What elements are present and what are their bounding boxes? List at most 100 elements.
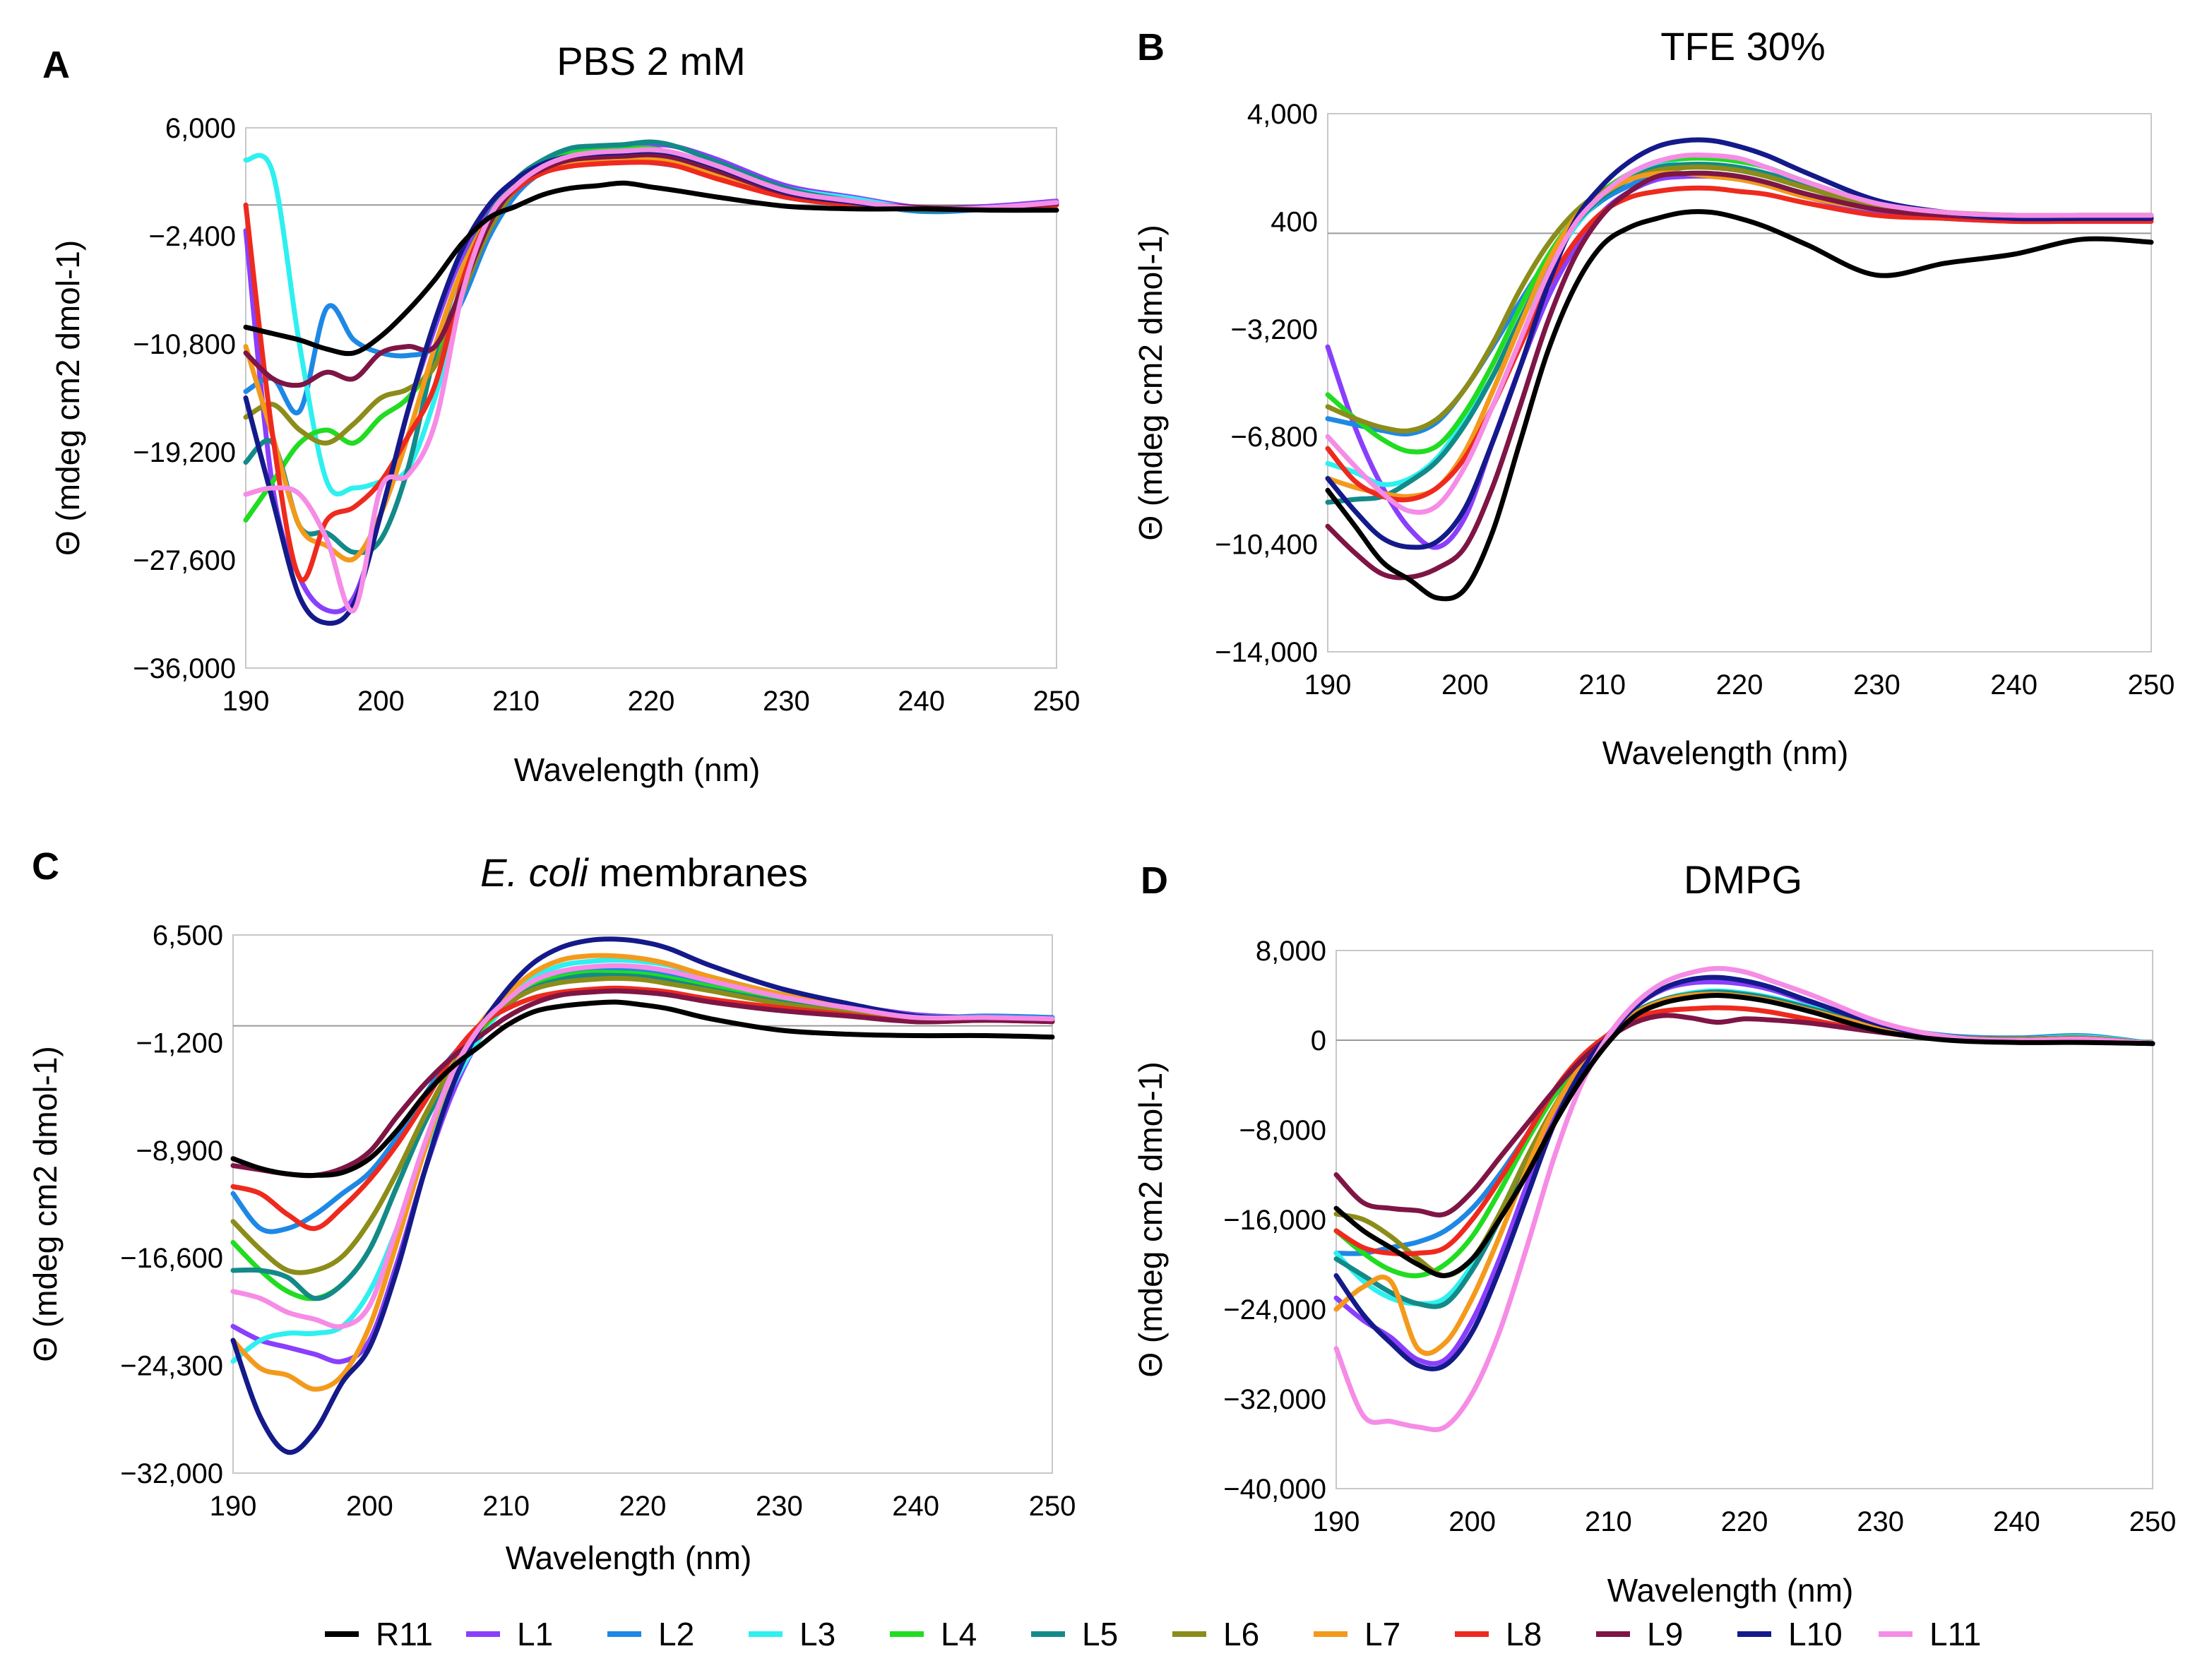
y-tick-label: −10,800: [133, 329, 236, 360]
y-axis-label: Θ (mdeg cm2 dmol-1): [1132, 225, 1169, 540]
y-tick-label: −16,600: [120, 1243, 223, 1274]
y-tick-label: −8,900: [136, 1136, 223, 1167]
series-line-l7: [1333, 991, 2155, 1357]
x-tick-label: 220: [1721, 1506, 1768, 1537]
series-line-l11: [243, 147, 1059, 614]
legend: R11 L1 L2 L3 L4 L5 L6 L7 L8 L9 L10 L11: [325, 1616, 1981, 1652]
y-tick-label: −16,000: [1223, 1205, 1326, 1236]
series-line-l3: [1325, 155, 2154, 487]
y-axis-label: Θ (mdeg cm2 dmol-1): [27, 1046, 64, 1362]
plot-frame: [232, 934, 1053, 1474]
x-tick-label: 190: [1304, 669, 1352, 701]
chart-title: DMPG: [1684, 857, 1802, 902]
y-tick-label: −19,200: [133, 437, 236, 468]
legend-label: R11: [376, 1616, 433, 1652]
y-tick-label: −32,000: [1223, 1384, 1326, 1415]
panel-letter: D: [1141, 859, 1168, 902]
x-tick-label: 220: [1716, 669, 1763, 701]
x-tick-label: 240: [892, 1491, 939, 1522]
series-line-r11: [230, 999, 1055, 1178]
panel-d: D DMPG −40,000 −32,000 −24,000 −16,000 −8,000 0…: [1132, 857, 2176, 1609]
panel-letter: B: [1137, 26, 1165, 68]
legend-label: L7: [1364, 1616, 1400, 1652]
x-axis-label: Wavelength (nm): [514, 751, 761, 788]
x-tick-label: 200: [357, 686, 405, 717]
y-tick-label: −8,000: [1239, 1115, 1326, 1146]
x-tick-label: 220: [628, 686, 675, 717]
y-axis-label: Θ (mdeg cm2 dmol-1): [49, 240, 86, 556]
y-tick-label: −24,000: [1223, 1294, 1326, 1325]
legend-label: L10: [1788, 1616, 1843, 1652]
series-line-l2: [1333, 991, 2155, 1256]
y-tick-label: −36,000: [133, 653, 236, 684]
x-tick-label: 190: [1313, 1506, 1360, 1537]
y-tick-label: −27,600: [133, 545, 236, 576]
x-tick-label: 190: [222, 686, 270, 717]
x-tick-label: 240: [1993, 1506, 2040, 1537]
y-tick-label: −10,400: [1215, 530, 1318, 561]
legend-label: L8: [1506, 1616, 1542, 1652]
x-axis-label: Wavelength (nm): [1602, 734, 1849, 771]
series-line-l2: [1325, 164, 2154, 437]
series-line-r11: [1333, 993, 2155, 1278]
x-tick-label: 240: [898, 686, 945, 717]
panel-b: B TFE 30% −14,000 −10,400 −6,800 −3,200 400 4,0…: [1132, 24, 2175, 771]
legend-label: L2: [658, 1616, 694, 1652]
series-line-l11: [230, 963, 1055, 1330]
plot-frame: [1327, 113, 2152, 653]
y-tick-label: −2,400: [149, 221, 236, 252]
x-tick-label: 250: [2128, 669, 2175, 701]
x-tick-label: 230: [1857, 1506, 1904, 1537]
y-tick-label: −3,200: [1231, 314, 1318, 345]
x-tick-label: 230: [763, 686, 810, 717]
series-line-l10: [230, 936, 1055, 1455]
series-line-l6: [243, 155, 1059, 446]
x-tick-label: 200: [1449, 1506, 1496, 1537]
series-line-l9: [1333, 1013, 2155, 1217]
legend-label: L6: [1223, 1616, 1259, 1652]
y-tick-label: −14,000: [1215, 637, 1318, 668]
x-tick-label: 220: [619, 1491, 667, 1522]
x-tick-label: 210: [1578, 669, 1626, 701]
series-line-r11: [243, 180, 1059, 357]
y-tick-label: 8,000: [1256, 936, 1326, 967]
series-line-l9: [230, 988, 1055, 1179]
chart-title: E. coli membranes: [480, 850, 808, 895]
x-tick-label: 250: [1033, 686, 1081, 717]
plot-frame: [1336, 950, 2153, 1489]
legend-label: L4: [941, 1616, 977, 1652]
series-line-l9: [1325, 170, 2154, 580]
series-line-l8: [243, 160, 1059, 583]
panel-letter: C: [32, 845, 59, 888]
series-line-r11: [1325, 209, 2154, 602]
series-line-l11: [1333, 965, 2155, 1433]
legend-label: L5: [1082, 1616, 1118, 1652]
chart-title-italic: E. coli: [480, 850, 599, 895]
panel-a: A PBS 2 mM −36,000 −27,600 −19,200 −10,800 −2,…: [42, 39, 1080, 788]
series-line-l7: [243, 155, 1059, 563]
panel-c: C E. coli membranes −32,000 −24,300 −16,600 −…: [27, 845, 1076, 1576]
x-axis-label: Wavelength (nm): [1607, 1572, 1854, 1609]
x-tick-label: 190: [210, 1491, 257, 1522]
y-tick-label: 400: [1271, 206, 1318, 237]
legend-label: L1: [517, 1616, 553, 1652]
legend-label: L11: [1929, 1616, 1981, 1652]
x-tick-label: 200: [1441, 669, 1489, 701]
series-line-l11: [1325, 153, 2154, 515]
chart-title-rest: membranes: [599, 850, 808, 895]
series-line-l3: [243, 144, 1059, 496]
y-tick-label: −40,000: [1223, 1474, 1326, 1505]
series-line-l6: [230, 975, 1055, 1275]
legend-label: L9: [1647, 1616, 1683, 1652]
y-tick-label: 4,000: [1247, 99, 1318, 130]
y-tick-label: 0: [1311, 1025, 1326, 1056]
series-line-l8: [1325, 185, 2154, 503]
x-tick-label: 200: [346, 1491, 393, 1522]
y-tick-label: 6,000: [165, 113, 236, 144]
x-tick-label: 210: [492, 686, 540, 717]
x-tick-label: 230: [756, 1491, 803, 1522]
y-tick-label: −1,200: [136, 1027, 223, 1059]
x-tick-label: 240: [1990, 669, 2038, 701]
legend-label: L3: [799, 1616, 835, 1652]
